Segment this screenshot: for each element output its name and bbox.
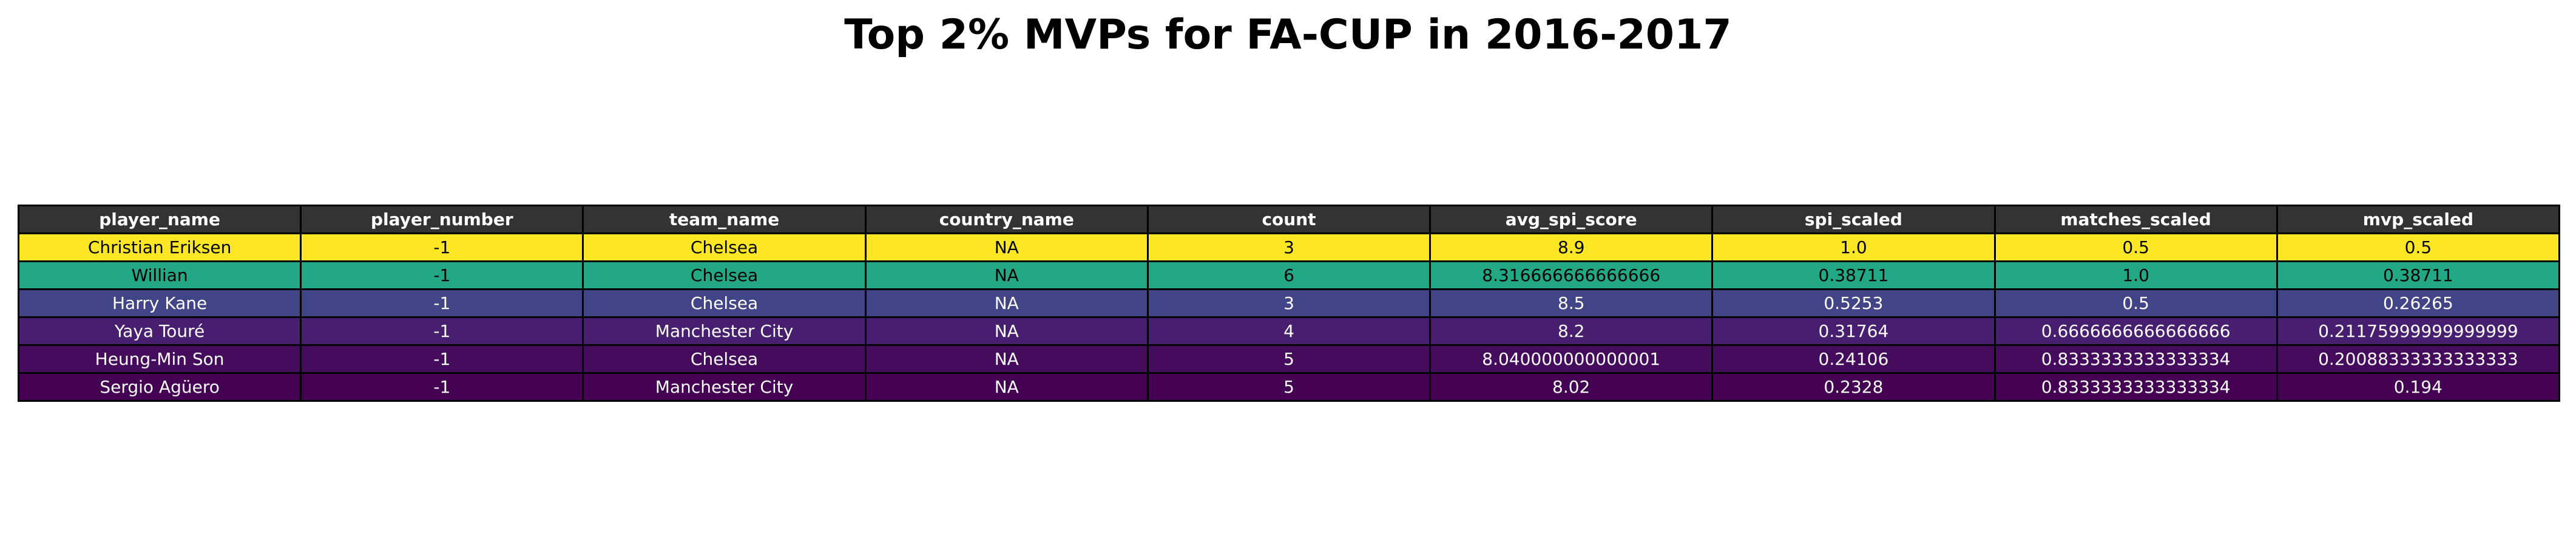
- table-cell-spi-scaled: 1.0: [1711, 232, 1996, 262]
- table-cell-mvp-scaled: 0.5: [2276, 232, 2561, 262]
- table-header-row: player_name player_number team_name country…: [17, 205, 2561, 234]
- column-header-spi-scaled: spi_scaled: [1711, 205, 1996, 234]
- table-cell-matches-scaled: 0.6666666666666666: [1993, 316, 2278, 346]
- table-cell-avg-spi-score: 8.9: [1429, 232, 1714, 262]
- table-cell-country-name: NA: [864, 344, 1149, 374]
- table-cell-count: 3: [1146, 288, 1432, 318]
- table-cell-mvp-scaled: 0.194: [2276, 372, 2561, 402]
- table-row: Christian Eriksen -1 Chelsea NA 3 8.9 1.0 0.5 0.…: [17, 232, 2561, 262]
- table-cell-matches-scaled: 0.8333333333333334: [1993, 372, 2278, 402]
- table-cell-count: 6: [1146, 260, 1432, 290]
- table-cell-matches-scaled: 1.0: [1993, 260, 2278, 290]
- table-row: Yaya Touré -1 Manchester City NA 4 8.2 0.31764…: [17, 316, 2561, 346]
- table-cell-player-name: Christian Eriksen: [17, 232, 302, 262]
- table-row: Sergio Agüero -1 Manchester City NA 5 8.02 0.2…: [17, 372, 2561, 402]
- column-header-matches-scaled: matches_scaled: [1993, 205, 2278, 234]
- table-cell-player-number: -1: [300, 344, 584, 374]
- column-header-country-name: country_name: [864, 205, 1149, 234]
- table-cell-mvp-scaled: 0.38711: [2276, 260, 2561, 290]
- table-cell-player-number: -1: [300, 372, 584, 402]
- table-cell-country-name: NA: [864, 232, 1149, 262]
- table-row: Willian -1 Chelsea NA 6 8.316666666666666 0.38…: [17, 260, 2561, 290]
- column-header-team-name: team_name: [582, 205, 867, 234]
- table-cell-player-name: Willian: [17, 260, 302, 290]
- table-cell-count: 5: [1146, 372, 1432, 402]
- chart-title: Top 2% MVPs for FA-CUP in 2016-2017: [844, 11, 1732, 59]
- table-cell-team-name: Chelsea: [582, 344, 867, 374]
- table-cell-matches-scaled: 0.8333333333333334: [1993, 344, 2278, 374]
- table-cell-player-number: -1: [300, 288, 584, 318]
- table-cell-country-name: NA: [864, 288, 1149, 318]
- table-cell-mvp-scaled: 0.26265: [2276, 288, 2561, 318]
- table-cell-spi-scaled: 0.2328: [1711, 372, 1996, 402]
- table-cell-spi-scaled: 0.24106: [1711, 344, 1996, 374]
- column-header-avg-spi-score: avg_spi_score: [1429, 205, 1714, 234]
- table-cell-team-name: Chelsea: [582, 288, 867, 318]
- table-cell-team-name: Chelsea: [582, 232, 867, 262]
- table-cell-count: 3: [1146, 232, 1432, 262]
- table-cell-spi-scaled: 0.38711: [1711, 260, 1996, 290]
- table-cell-count: 5: [1146, 344, 1432, 374]
- table-cell-avg-spi-score: 8.2: [1429, 316, 1714, 346]
- column-header-count: count: [1146, 205, 1432, 234]
- table-row: Harry Kane -1 Chelsea NA 3 8.5 0.5253 0.5 0.2626…: [17, 288, 2561, 318]
- column-header-player-name: player_name: [17, 205, 302, 234]
- mvp-table-container: player_name player_number team_name country…: [17, 205, 2561, 402]
- table-cell-player-name: Heung-Min Son: [17, 344, 302, 374]
- table-cell-player-name: Sergio Agüero: [17, 372, 302, 402]
- column-header-player-number: player_number: [300, 205, 584, 234]
- table-cell-team-name: Chelsea: [582, 260, 867, 290]
- table-body: Christian Eriksen -1 Chelsea NA 3 8.9 1.0 0.5 0.…: [17, 232, 2561, 402]
- table-cell-player-number: -1: [300, 260, 584, 290]
- table-cell-avg-spi-score: 8.040000000000001: [1429, 344, 1714, 374]
- mvp-table: player_name player_number team_name country…: [17, 205, 2561, 402]
- table-cell-avg-spi-score: 8.02: [1429, 372, 1714, 402]
- table-cell-player-number: -1: [300, 232, 584, 262]
- table-cell-country-name: NA: [864, 260, 1149, 290]
- table-cell-player-name: Harry Kane: [17, 288, 302, 318]
- column-header-mvp-scaled: mvp_scaled: [2276, 205, 2561, 234]
- table-cell-spi-scaled: 0.31764: [1711, 316, 1996, 346]
- table-row: Heung-Min Son -1 Chelsea NA 5 8.0400000000000…: [17, 344, 2561, 374]
- table-cell-player-number: -1: [300, 316, 584, 346]
- table-cell-player-name: Yaya Touré: [17, 316, 302, 346]
- table-cell-team-name: Manchester City: [582, 316, 867, 346]
- table-cell-count: 4: [1146, 316, 1432, 346]
- table-cell-mvp-scaled: 0.20088333333333333: [2276, 344, 2561, 374]
- table-cell-matches-scaled: 0.5: [1993, 288, 2278, 318]
- table-cell-avg-spi-score: 8.5: [1429, 288, 1714, 318]
- table-cell-team-name: Manchester City: [582, 372, 867, 402]
- table-cell-avg-spi-score: 8.316666666666666: [1429, 260, 1714, 290]
- table-cell-matches-scaled: 0.5: [1993, 232, 2278, 262]
- table-cell-mvp-scaled: 0.21175999999999999: [2276, 316, 2561, 346]
- table-cell-spi-scaled: 0.5253: [1711, 288, 1996, 318]
- table-cell-country-name: NA: [864, 372, 1149, 402]
- table-cell-country-name: NA: [864, 316, 1149, 346]
